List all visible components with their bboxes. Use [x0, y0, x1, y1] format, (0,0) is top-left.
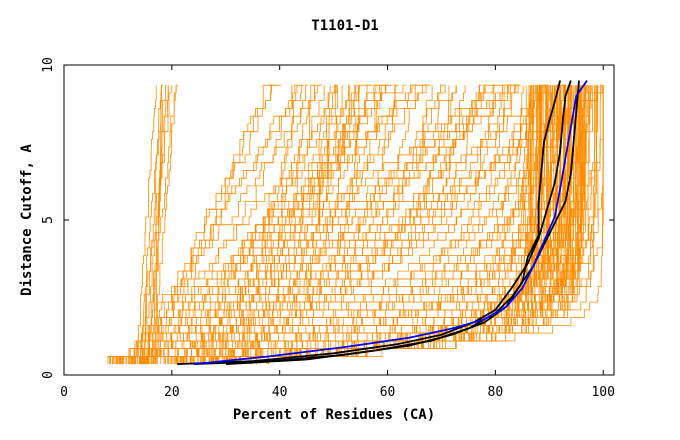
x-axis-label: Percent of Residues (CA) [233, 407, 435, 423]
model-curve [152, 84, 281, 365]
model-curve [213, 84, 383, 365]
y-tick-label: 0 [41, 371, 56, 379]
highlighted-series [177, 79, 588, 365]
model-curve [135, 85, 157, 365]
x-tick-label: 80 [488, 385, 504, 400]
model-curve [118, 84, 293, 365]
x-tick-label: 60 [380, 385, 396, 400]
model-curve [145, 85, 169, 365]
model-curve [218, 84, 604, 365]
model-curve [176, 84, 358, 365]
model-curve [238, 85, 581, 365]
model-curve [153, 85, 532, 365]
model-curve [202, 84, 519, 365]
model-curve [212, 85, 549, 365]
series-line-blue [193, 79, 588, 365]
model-curve [203, 85, 604, 365]
model-curve [110, 85, 589, 365]
model-curve [181, 85, 590, 365]
model-curve [180, 84, 393, 365]
x-tick-label: 20 [164, 385, 180, 400]
series-line-black-3 [225, 80, 580, 365]
model-curve [223, 85, 557, 365]
x-tick-label: 0 [60, 385, 68, 400]
y-axis-label: Distance Cutoff, A [19, 144, 35, 296]
y-tick-label: 5 [41, 216, 56, 224]
model-curve [163, 84, 397, 365]
chart-title: T1101-D1 [311, 18, 378, 34]
axis-ticks: 0 20 40 60 80 100 0 5 10 [41, 57, 615, 400]
x-tick-label: 40 [272, 385, 288, 400]
model-curve [192, 85, 569, 365]
model-curve [129, 84, 322, 365]
x-tick-label: 100 [591, 385, 614, 400]
model-curve [121, 84, 502, 365]
model-curve [163, 85, 566, 365]
model-curve [217, 84, 486, 365]
model-curve [137, 84, 164, 365]
model-curve [151, 84, 178, 365]
model-curve [212, 85, 599, 365]
series-line-black-1 [177, 80, 572, 365]
model-curve [143, 84, 386, 365]
y-tick-label: 10 [41, 57, 56, 73]
